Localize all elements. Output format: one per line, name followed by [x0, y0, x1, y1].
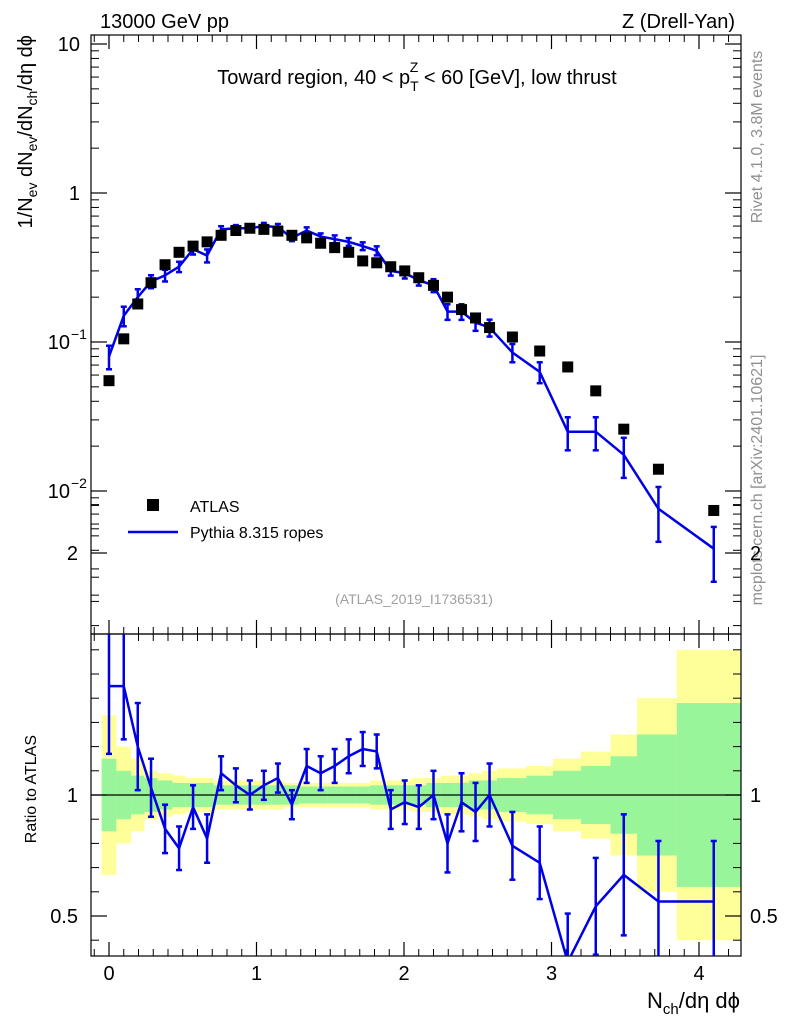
region-pt-sub: T [410, 78, 419, 94]
x-tick-label: 4 [693, 963, 704, 985]
ratio-y-axis-label: Ratio to ATLAS [23, 735, 40, 843]
ratio-y-tick-label: 0.5 [50, 906, 78, 928]
atlas-data-point [534, 345, 546, 357]
atlas-data-point [428, 279, 439, 291]
region-title: Toward region, 40 < pTZ < 60 [GeV], low … [217, 59, 617, 94]
atlas-data-point [230, 225, 242, 237]
ratio-y-tick-label: 2 [67, 543, 78, 565]
main-ylabel-c: /dN [15, 105, 37, 136]
main-ylabel-a: 1/N [15, 197, 37, 228]
ratio-y-tick-label-right: 0.5 [750, 906, 778, 928]
atlas-data-point [442, 291, 454, 303]
atlas-data-point [329, 242, 341, 254]
atlas-data-point [215, 229, 227, 241]
atlas-data-point [103, 375, 115, 387]
legend-atlas-marker [147, 499, 159, 511]
main-ylabel-a-sub: ev [24, 183, 40, 198]
region-pt-sup: Z [410, 59, 419, 75]
analysis-reference: (ATLAS_2019_I1736531) [335, 591, 493, 607]
atlas-data-point [652, 463, 664, 475]
main-y-tick-exponent: −2 [71, 475, 87, 491]
atlas-data-point [618, 423, 630, 435]
atlas-data-point [399, 265, 411, 277]
atlas-main-series [103, 222, 720, 516]
main-y-tick-exponent: −1 [71, 326, 87, 342]
ratio-clipped-group [106, 634, 717, 956]
atlas-data-point [286, 229, 298, 241]
main-ylabel-c-sub: ch [24, 91, 40, 106]
ratio-y-tick-label-right: 1 [750, 785, 761, 807]
process-label: Z (Drell-Yan) [622, 11, 735, 33]
x-tick-label: 0 [103, 963, 114, 985]
main-ylabel-b: dN [15, 151, 37, 182]
x-axis-ticks: 0 1 2 3 4 [93, 35, 729, 985]
atlas-data-point [118, 333, 130, 345]
atlas-data-point [506, 331, 518, 343]
ratio-y-tick-label-right: 2 [750, 543, 761, 565]
main-ylabel-b-sub: ev [24, 137, 40, 152]
atlas-data-point [590, 385, 602, 397]
atlas-data-point [132, 298, 144, 310]
main-ylabel-d: /dη dϕ [15, 35, 37, 91]
main-y-tick-label: 10 [48, 481, 70, 503]
x-tick-label: 2 [398, 963, 409, 985]
xlabel-a-sub: ch [663, 1001, 679, 1018]
main-y-tick-label: 10 [58, 34, 80, 56]
legend: ATLAS Pythia 8.315 ropes [128, 499, 323, 542]
atlas-data-point [385, 261, 397, 273]
atlas-data-point [470, 312, 482, 324]
ratio-y-tick-label: 1 [67, 785, 78, 807]
pythia-ratio-series [106, 634, 717, 956]
main-y-tick-label: 1 [69, 183, 80, 205]
xlabel-a: N [647, 988, 663, 1013]
legend-atlas-label: ATLAS [190, 499, 240, 516]
atlas-data-point [562, 361, 574, 373]
atlas-data-point [484, 322, 496, 334]
atlas-data-point [258, 223, 270, 235]
atlas-data-point [315, 237, 327, 249]
main-plot-frame [90, 34, 742, 635]
atlas-data-point [301, 232, 313, 244]
atlas-data-point [201, 236, 213, 248]
atlas-data-point [413, 272, 425, 284]
main-y-tick-label: 10 [48, 332, 70, 354]
main-y-axis-label: 1/Nev dNev/dNch/dη dϕ [15, 35, 40, 228]
region-title-tail: < 60 [GeV], low thrust [418, 67, 617, 89]
region-title-text: Toward region, 40 < p [217, 67, 410, 89]
x-axis-label: Nch/dη dϕ [647, 988, 740, 1018]
rivet-version-label: Rivet 4.1.0, 3.8M events [749, 51, 766, 224]
atlas-data-point [145, 277, 157, 289]
x-tick-label: 3 [546, 963, 557, 985]
atlas-data-point [159, 259, 171, 271]
atlas-data-point [244, 222, 256, 234]
atlas-data-point [357, 255, 369, 267]
atlas-data-point [371, 257, 383, 269]
xlabel-b: /dη dϕ [679, 988, 740, 1013]
mcplots-label: mcplots.cern.ch [arXiv:2401.10621] [749, 355, 766, 606]
atlas-data-point [187, 240, 199, 252]
atlas-data-point [173, 246, 185, 258]
atlas-data-point [343, 246, 355, 258]
x-tick-label: 1 [251, 963, 262, 985]
atlas-data-point [272, 225, 284, 237]
atlas-data-point [456, 304, 468, 316]
collision-energy-label: 13000 GeV pp [100, 11, 229, 33]
legend-pythia-label: Pythia 8.315 ropes [190, 525, 323, 542]
atlas-data-point [708, 504, 720, 516]
